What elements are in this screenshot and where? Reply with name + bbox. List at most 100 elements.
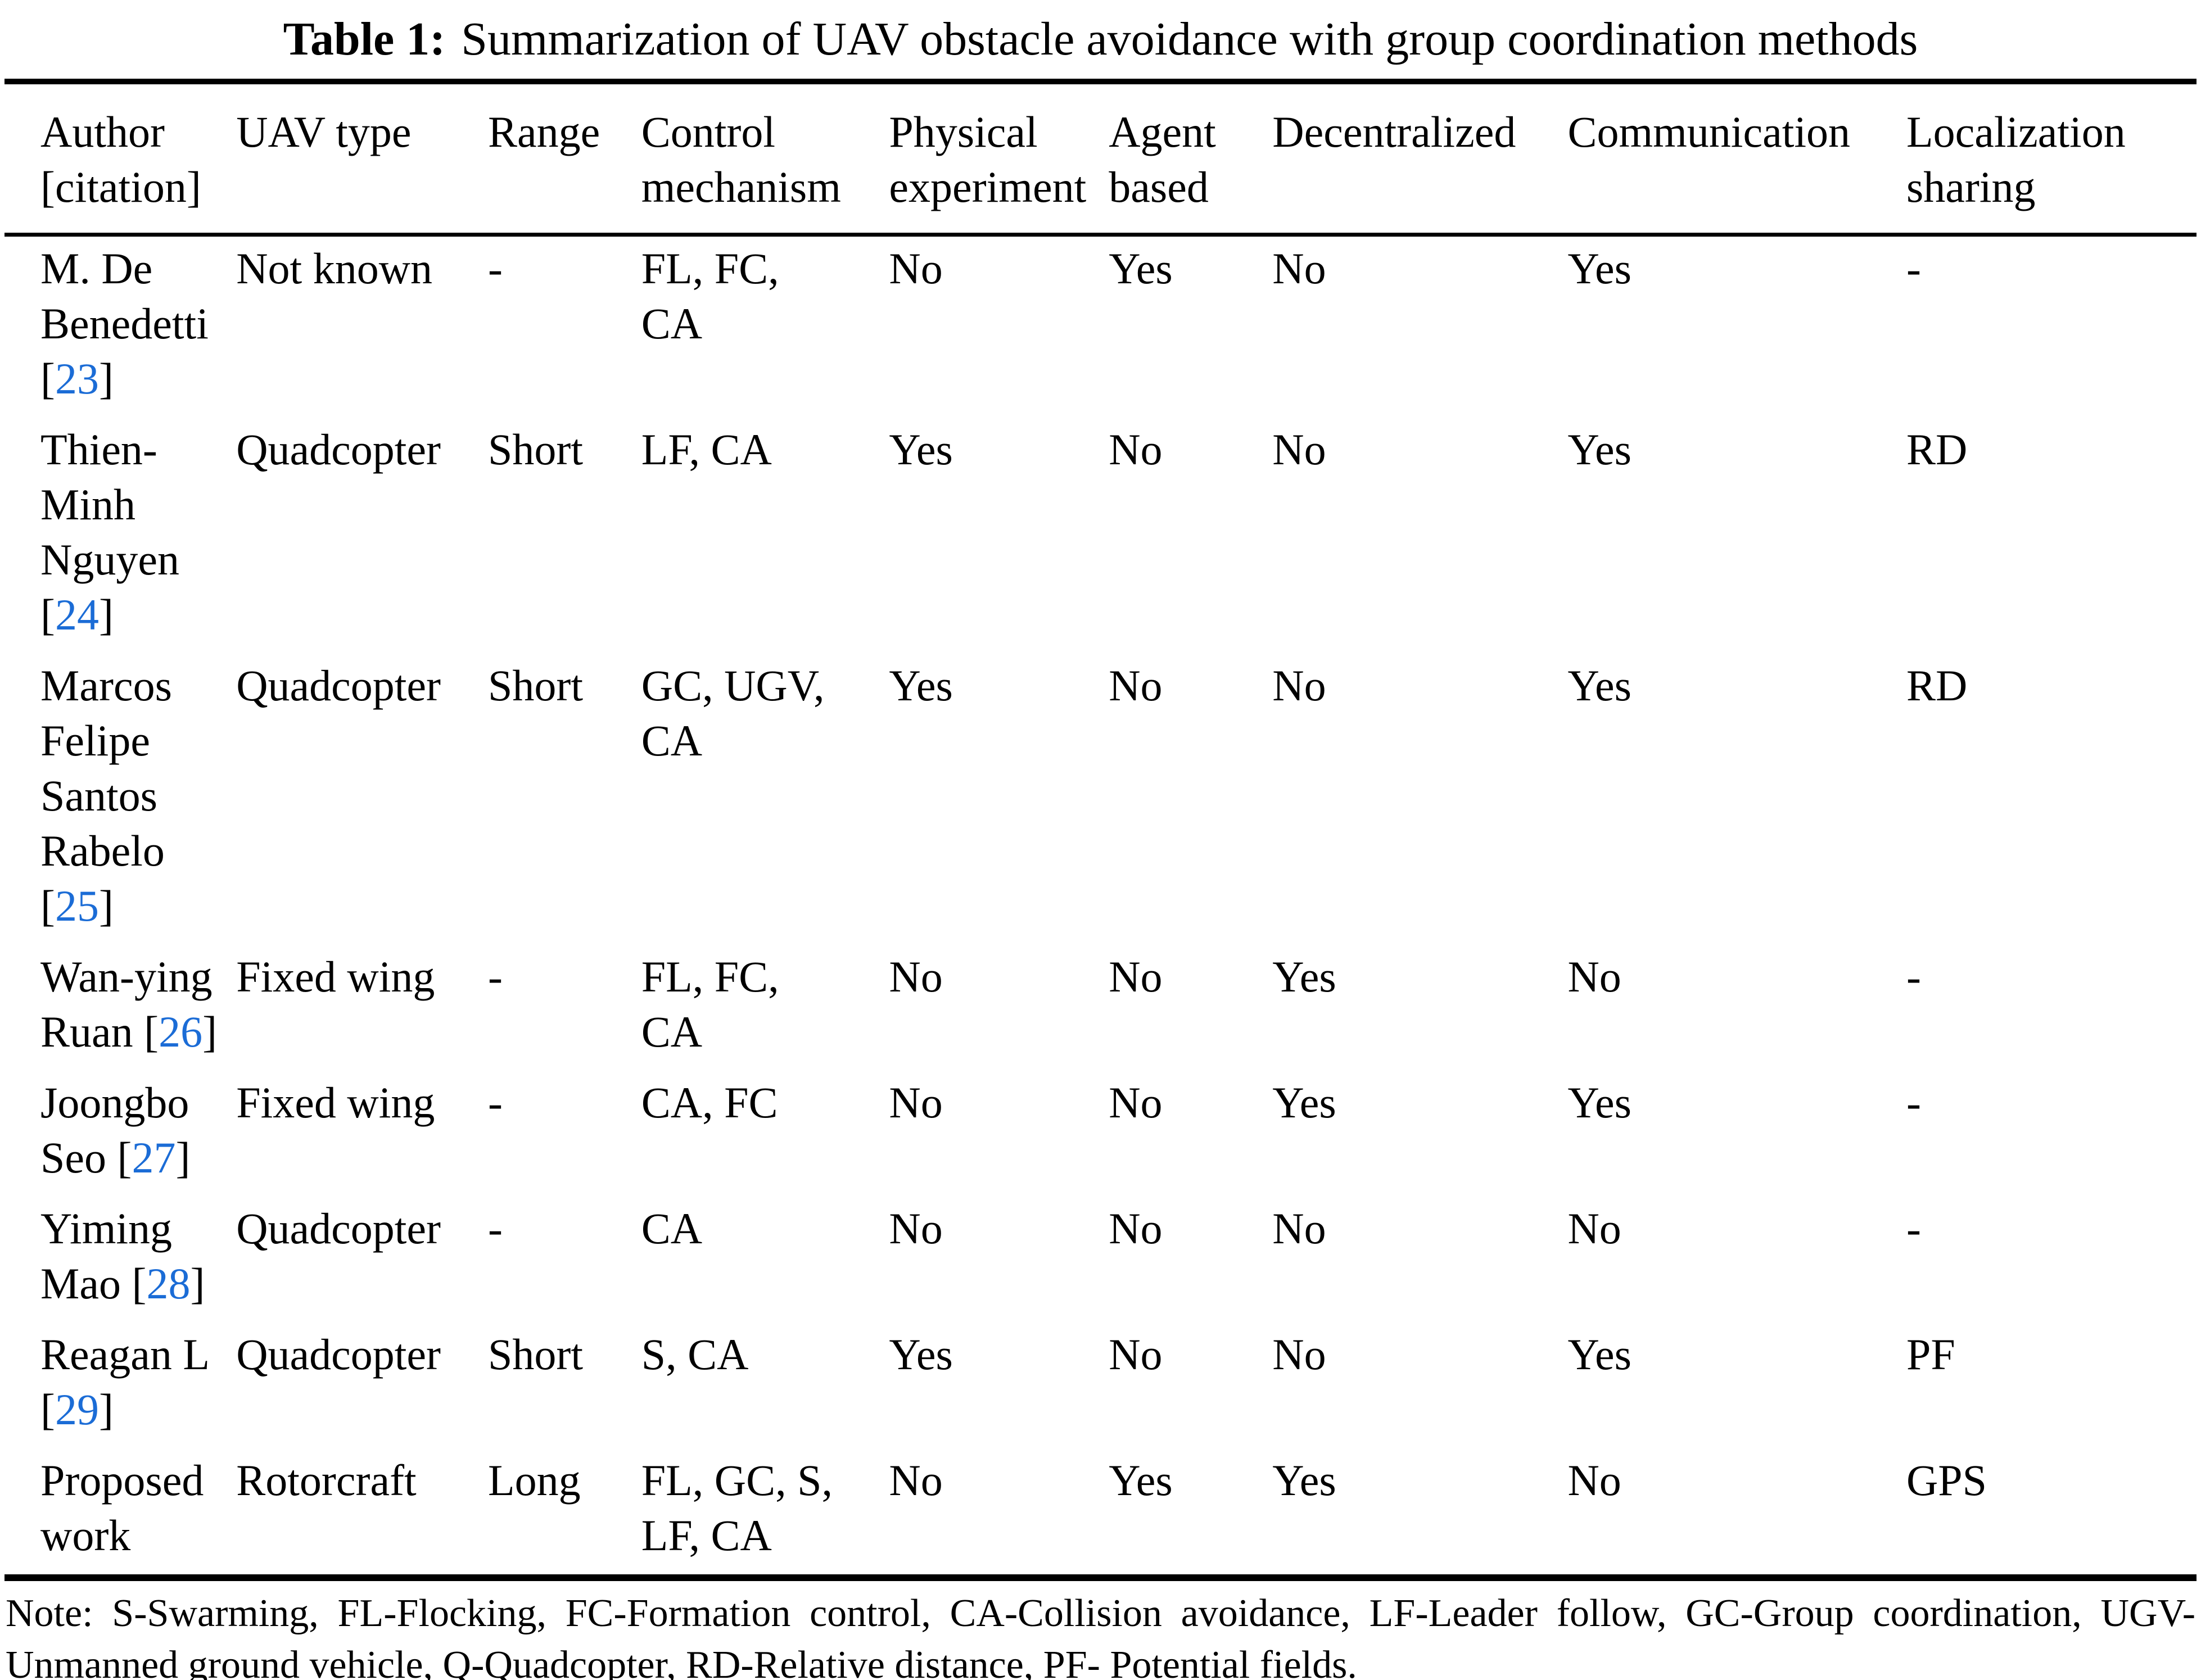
cell-agent-based: No	[1109, 661, 1163, 710]
cell-range: -	[487, 952, 503, 1001]
cell-author: Marcos Felipe Santos Rabelo [25]	[40, 661, 172, 930]
cell-localization-sharing: -	[1906, 244, 1921, 293]
cell-author: Thien- Minh Nguyen [24]	[40, 425, 179, 639]
cell-range: Long	[487, 1456, 581, 1505]
column-header-physical-experiment: Physical experiment	[889, 81, 1109, 237]
cell-physical-experiment: No	[889, 1456, 943, 1505]
table-row: Thien- Minh Nguyen [24] Quadcopter Short LF, C…	[4, 418, 2197, 654]
table-caption: Table 1: Summarization of UAV obstacle av…	[0, 12, 2201, 66]
cell-localization-sharing: GPS	[1906, 1456, 1987, 1505]
citation-link[interactable]: 28	[146, 1259, 191, 1308]
cell-range: -	[487, 1204, 503, 1253]
table-row: Joongbo Seo [27] Fixed wing - CA, FC No No Yes Y…	[4, 1071, 2197, 1197]
cell-author: Reagan L [29]	[40, 1330, 210, 1434]
cell-agent-based: Yes	[1109, 1456, 1173, 1505]
cell-control-mechanism: FL, GC, S, LF, CA	[641, 1456, 833, 1560]
cell-agent-based: Yes	[1109, 244, 1173, 293]
cell-communication: No	[1567, 952, 1621, 1001]
cell-uav-type: Quadcopter	[236, 1204, 441, 1253]
cell-uav-type: Quadcopter	[236, 1330, 441, 1379]
cell-decentralized: No	[1272, 1330, 1326, 1379]
cell-agent-based: No	[1109, 1204, 1163, 1253]
cell-physical-experiment: Yes	[889, 425, 953, 474]
table-body: M. De Benedetti [23] Not known - FL, FC, CA No Y…	[4, 235, 2197, 1578]
cell-author: Proposed work	[40, 1456, 204, 1560]
cell-uav-type: Quadcopter	[236, 661, 441, 710]
cell-communication: Yes	[1567, 1078, 1631, 1127]
column-header-agent-based: Agent based	[1109, 81, 1273, 237]
cell-communication: Yes	[1567, 244, 1631, 293]
citation-link[interactable]: 25	[55, 881, 99, 930]
cell-control-mechanism: GC, UGV, CA	[641, 661, 825, 765]
cell-uav-type: Fixed wing	[236, 1078, 435, 1127]
cell-agent-based: No	[1109, 1078, 1163, 1127]
column-header-uav-type: UAV type	[236, 81, 488, 237]
cell-range: Short	[487, 661, 584, 710]
citation-link[interactable]: 29	[55, 1385, 99, 1434]
table-row: Marcos Felipe Santos Rabelo [25] Quadcopter Sh…	[4, 654, 2197, 945]
column-header-range: Range	[487, 81, 641, 237]
cell-communication: Yes	[1567, 1330, 1631, 1379]
cell-range: -	[487, 244, 503, 293]
cell-localization-sharing: -	[1906, 1204, 1921, 1253]
cell-decentralized: Yes	[1272, 952, 1336, 1001]
cell-physical-experiment: No	[889, 952, 943, 1001]
cell-control-mechanism: LF, CA	[641, 425, 772, 474]
cell-physical-experiment: Yes	[889, 661, 953, 710]
cell-communication: Yes	[1567, 425, 1631, 474]
cell-physical-experiment: Yes	[889, 1330, 953, 1379]
cell-agent-based: No	[1109, 1330, 1163, 1379]
cell-decentralized: Yes	[1272, 1456, 1336, 1505]
cell-author: M. De Benedetti [23]	[40, 244, 209, 403]
citation-link[interactable]: 27	[132, 1133, 176, 1182]
table-row: Yiming Mao [28] Quadcopter - CA No No No No -	[4, 1197, 2197, 1323]
cell-control-mechanism: FL, FC, CA	[641, 244, 779, 348]
cell-author: Wan-ying Ruan [26]	[40, 952, 218, 1056]
table-note: Note: S-Swarming, FL-Flocking, FC-Format…	[6, 1592, 2195, 1680]
cell-communication: Yes	[1567, 661, 1631, 710]
citation-link[interactable]: 24	[55, 590, 99, 639]
cell-communication: No	[1567, 1204, 1621, 1253]
cell-uav-type: Fixed wing	[236, 952, 435, 1001]
table-row: M. De Benedetti [23] Not known - FL, FC, CA No Y…	[4, 235, 2197, 418]
cell-physical-experiment: No	[889, 244, 943, 293]
table-header-row: Author [citation] UAV type Range Control mech…	[4, 81, 2197, 237]
cell-author: Joongbo Seo [27]	[40, 1078, 191, 1182]
table-caption-text: Summarization of UAV obstacle avoidance …	[461, 13, 1918, 65]
cell-control-mechanism: FL, FC, CA	[641, 952, 779, 1056]
cell-control-mechanism: CA	[641, 1204, 703, 1253]
cell-physical-experiment: No	[889, 1204, 943, 1253]
citation-link[interactable]: 23	[55, 354, 99, 403]
cell-range: Short	[487, 1330, 584, 1379]
cell-localization-sharing: RD	[1906, 425, 1968, 474]
cell-control-mechanism: CA, FC	[641, 1078, 778, 1127]
table-row: Reagan L [29] Quadcopter Short S, CA Yes No No Y…	[4, 1323, 2197, 1448]
citation-link[interactable]: 26	[159, 1007, 203, 1056]
cell-physical-experiment: No	[889, 1078, 943, 1127]
cell-uav-type: Quadcopter	[236, 425, 441, 474]
cell-decentralized: Yes	[1272, 1078, 1336, 1127]
cell-localization-sharing: -	[1906, 1078, 1921, 1127]
cell-localization-sharing: PF	[1906, 1330, 1955, 1379]
summary-table: Author [citation] UAV type Range Control mech…	[4, 79, 2197, 1581]
table-caption-label: Table 1:	[283, 13, 446, 65]
column-header-control-mechanism: Control mechanism	[641, 81, 889, 237]
cell-author: Yiming Mao [28]	[40, 1204, 205, 1308]
cell-range: -	[487, 1078, 503, 1127]
cell-decentralized: No	[1272, 425, 1326, 474]
cell-localization-sharing: RD	[1906, 661, 1968, 710]
table-row: Proposed work Rotorcraft Long FL, GC, S, LF, …	[4, 1448, 2197, 1578]
cell-control-mechanism: S, CA	[641, 1330, 749, 1379]
cell-localization-sharing: -	[1906, 952, 1921, 1001]
cell-uav-type: Not known	[236, 244, 433, 293]
cell-agent-based: No	[1109, 952, 1163, 1001]
cell-agent-based: No	[1109, 425, 1163, 474]
column-header-decentralized: Decentralized	[1272, 81, 1568, 237]
column-header-communication: Communication	[1567, 81, 1906, 237]
cell-decentralized: No	[1272, 1204, 1326, 1253]
cell-decentralized: No	[1272, 661, 1326, 710]
cell-decentralized: No	[1272, 244, 1326, 293]
cell-range: Short	[487, 425, 584, 474]
column-header-localization-sharing: Localization sharing	[1906, 81, 2197, 237]
